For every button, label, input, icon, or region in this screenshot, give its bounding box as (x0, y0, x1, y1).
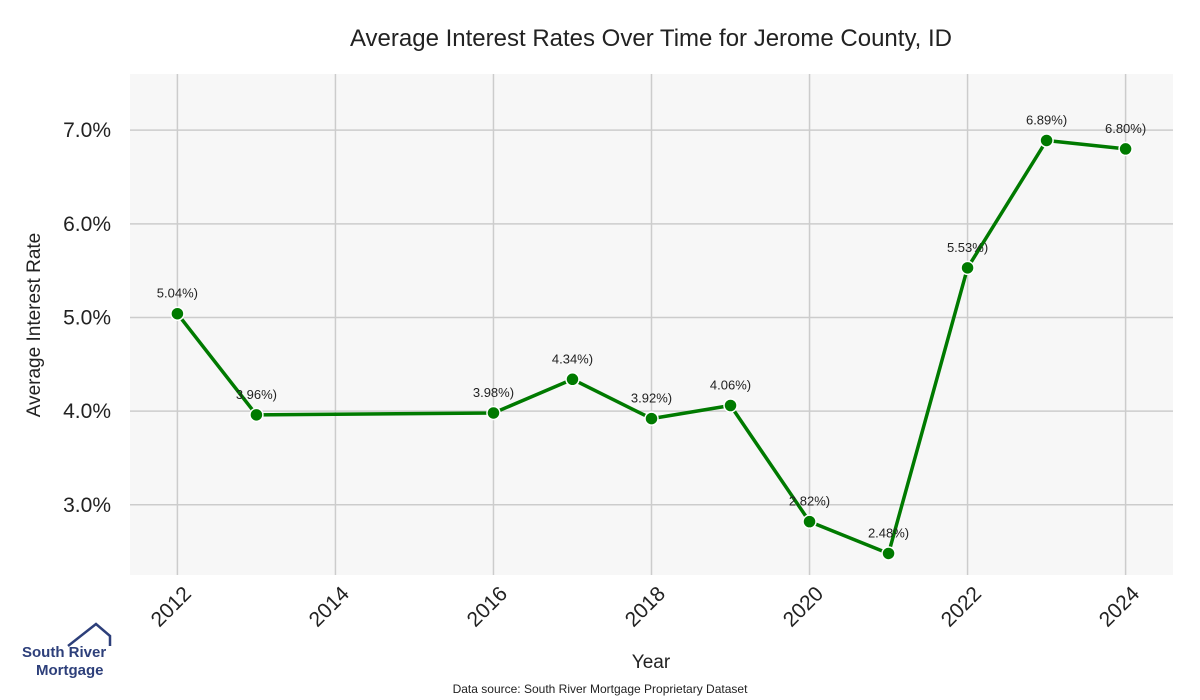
x-tick-label: 2018 (621, 582, 670, 631)
y-tick-label: 6.0% (63, 213, 111, 236)
data-point (565, 372, 580, 387)
x-tick-label: 2014 (305, 582, 355, 632)
data-label: 2.48%) (868, 525, 909, 540)
data-label: 4.34%) (552, 351, 593, 366)
y-tick-label: 3.0% (63, 494, 111, 517)
x-axis-label: Year (632, 652, 671, 673)
y-tick-label: 5.0% (63, 306, 111, 329)
y-tick-label: 7.0% (63, 119, 111, 142)
x-tick-label: 2024 (1095, 582, 1145, 632)
data-label: 4.06%) (710, 378, 751, 393)
data-point (802, 514, 817, 529)
data-label: 5.04%) (157, 286, 198, 301)
house-roof-icon (67, 622, 112, 647)
data-label: 2.82%) (789, 494, 830, 509)
data-point (960, 260, 975, 276)
data-source-note: Data source: South River Mortgage Propri… (453, 682, 748, 696)
data-point (249, 407, 264, 423)
data-point (723, 398, 738, 413)
x-tick-label: 2020 (779, 582, 828, 631)
data-label: 3.98%) (473, 385, 514, 400)
y-axis-label: Average Interest Rate (24, 233, 45, 417)
data-point (644, 411, 659, 426)
x-axis-ticks: 2012 2014 2016 2018 2020 2022 2024 (147, 582, 1145, 632)
x-tick-label: 2022 (937, 582, 986, 631)
data-point (881, 546, 896, 561)
y-axis-ticks: 3.0% 4.0% 5.0% 6.0% 7.0% (63, 119, 111, 517)
grid (130, 74, 1173, 575)
data-labels: 5.04%) 3.96%) 3.98%) 4.34%) 3.92%) 4.06%) 2.82… (157, 112, 1146, 540)
logo-line-1: South River (22, 644, 106, 661)
data-points (170, 133, 1133, 561)
data-label: 3.96%) (236, 387, 277, 402)
data-label: 5.53%) (947, 240, 988, 255)
x-tick-label: 2016 (463, 582, 512, 631)
x-tick-label: 2012 (147, 582, 196, 631)
data-point (1039, 133, 1054, 148)
data-label: 6.89%) (1026, 112, 1067, 127)
data-point (486, 405, 501, 421)
chart-title: Average Interest Rates Over Time for Jer… (350, 25, 952, 52)
south-river-logo: South River Mortgage (22, 622, 112, 679)
y-tick-label: 4.0% (63, 400, 111, 423)
logo-line-2: Mortgage (36, 662, 104, 679)
data-label: 3.92%) (631, 391, 672, 406)
data-label: 6.80%) (1105, 121, 1146, 136)
data-point (170, 306, 185, 321)
data-point (1118, 141, 1133, 157)
